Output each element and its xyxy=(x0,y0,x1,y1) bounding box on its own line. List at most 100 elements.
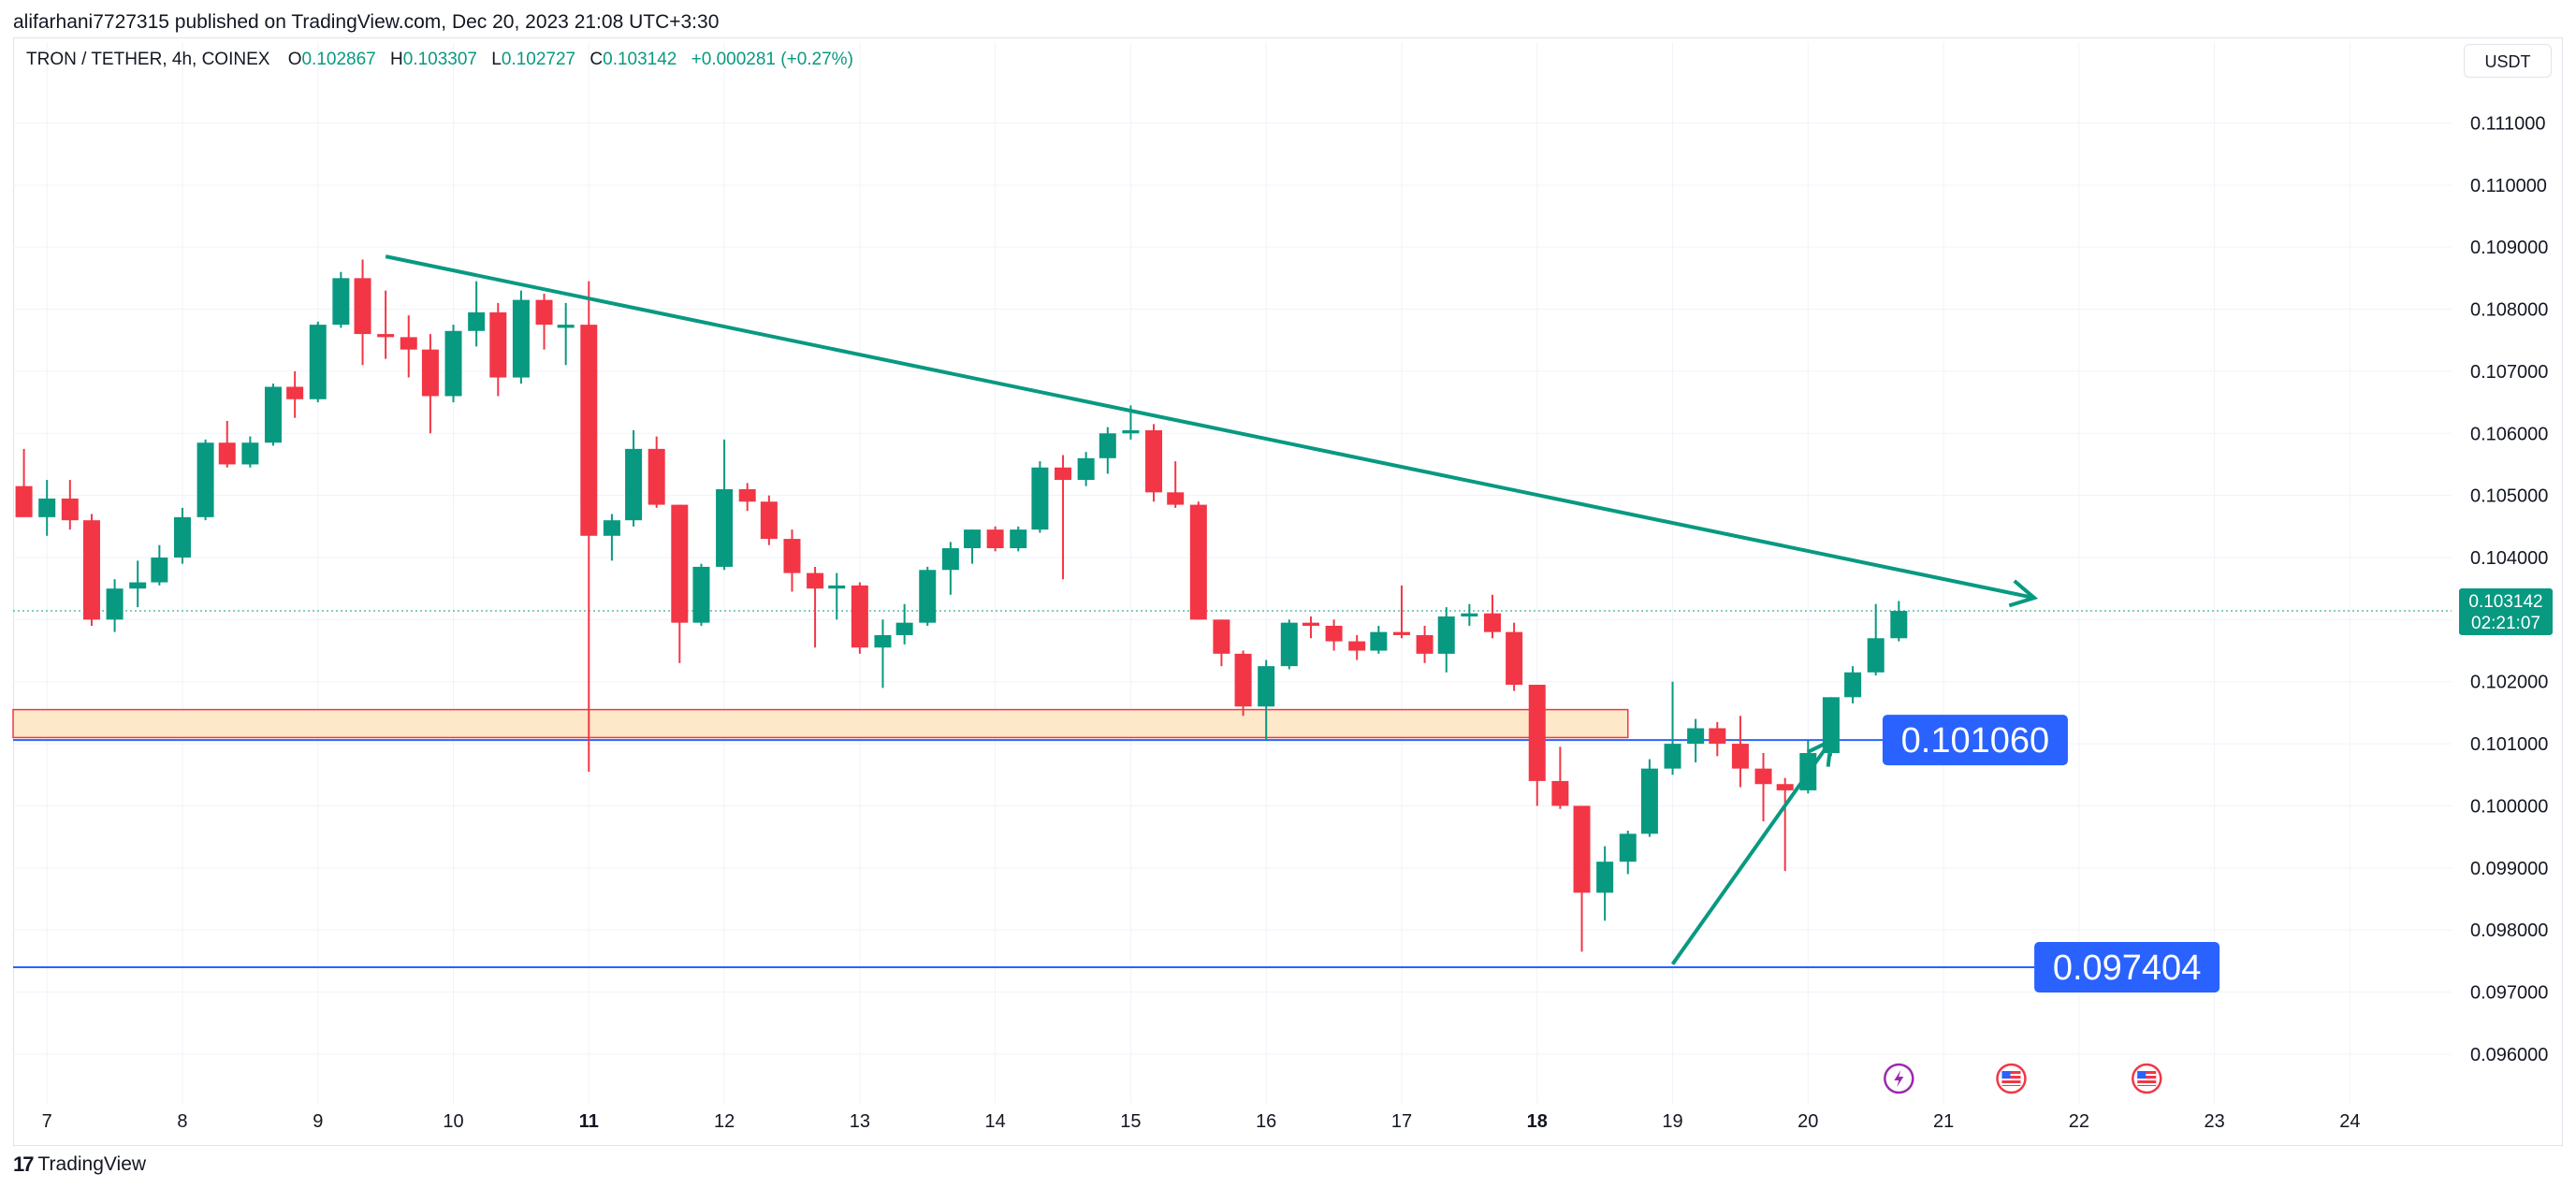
candle-body[interactable] xyxy=(580,325,598,536)
candle-body[interactable] xyxy=(1031,467,1049,530)
candle-body[interactable] xyxy=(421,349,439,397)
candle-body[interactable] xyxy=(1483,613,1501,632)
y-tick-label: 0.111000 xyxy=(2470,113,2545,134)
candle-body[interactable] xyxy=(1506,631,1523,686)
candle-body[interactable] xyxy=(1687,728,1705,745)
candle-body[interactable] xyxy=(218,442,236,465)
candle-body[interactable] xyxy=(1822,697,1840,754)
candle-body[interactable] xyxy=(1731,744,1749,769)
candle-body[interactable] xyxy=(400,337,417,350)
candle-body[interactable] xyxy=(1416,634,1434,654)
candle-body[interactable] xyxy=(1010,529,1027,549)
candle-body[interactable] xyxy=(264,386,282,443)
candle-body[interactable] xyxy=(1234,653,1252,707)
candle-body[interactable] xyxy=(1167,492,1185,505)
candle-body[interactable] xyxy=(196,442,214,517)
candle-body[interactable] xyxy=(1302,622,1319,626)
x-tick-label: 22 xyxy=(2069,1111,2089,1132)
candle-body[interactable] xyxy=(377,334,395,338)
candle-body[interactable] xyxy=(444,330,462,397)
candle-body[interactable] xyxy=(332,278,350,326)
candle-body[interactable] xyxy=(692,566,710,623)
candle-body[interactable] xyxy=(1709,728,1726,745)
rebound-arrow-line[interactable] xyxy=(1670,739,1833,965)
candle-body[interactable] xyxy=(964,529,982,549)
candle-body[interactable] xyxy=(783,539,801,573)
candle-body[interactable] xyxy=(1122,429,1140,434)
candle-body[interactable] xyxy=(1551,780,1569,806)
y-tick-label: 0.107000 xyxy=(2470,362,2548,383)
candle-body[interactable] xyxy=(828,585,846,589)
candle-body[interactable] xyxy=(603,520,620,536)
candle-body[interactable] xyxy=(106,588,124,620)
x-tick-label: 17 xyxy=(1391,1111,1412,1132)
candle-body[interactable] xyxy=(1528,685,1546,781)
candle-body[interactable] xyxy=(1890,611,1908,639)
candle-body[interactable] xyxy=(354,278,371,335)
candle-body[interactable] xyxy=(671,504,689,623)
candle-body[interactable] xyxy=(1370,631,1388,651)
candle-body[interactable] xyxy=(1754,768,1772,785)
candle-body[interactable] xyxy=(286,386,304,399)
candle-body[interactable] xyxy=(241,442,259,465)
candle-body[interactable] xyxy=(986,529,1004,549)
candle-body[interactable] xyxy=(625,448,643,521)
candle-body[interactable] xyxy=(1077,457,1095,481)
candle-body[interactable] xyxy=(1437,616,1455,654)
candle-body[interactable] xyxy=(535,299,553,326)
candle-body[interactable] xyxy=(1664,744,1681,769)
candle-body[interactable] xyxy=(468,311,486,331)
candle-body[interactable] xyxy=(1099,433,1116,458)
candle-body[interactable] xyxy=(1619,833,1637,862)
candle-body[interactable] xyxy=(1867,638,1885,673)
tradingview-brand[interactable]: 17 TradingView xyxy=(13,1152,146,1177)
candle-body[interactable] xyxy=(807,572,824,589)
candle-body[interactable] xyxy=(1325,626,1343,642)
candle-body[interactable] xyxy=(15,485,33,517)
candle-body[interactable] xyxy=(557,325,575,328)
candle-body[interactable] xyxy=(1145,429,1163,493)
candle-body[interactable] xyxy=(512,299,530,378)
supply-zone[interactable] xyxy=(12,708,1629,739)
candle-body[interactable] xyxy=(1461,613,1478,617)
candle-body[interactable] xyxy=(1596,862,1614,893)
candle-body[interactable] xyxy=(1348,641,1366,651)
candle-body[interactable] xyxy=(1280,622,1298,667)
candle-body[interactable] xyxy=(738,489,756,502)
y-tick-label: 0.098000 xyxy=(2470,920,2548,941)
candle-body[interactable] xyxy=(1258,666,1275,707)
candle-body[interactable] xyxy=(919,570,937,623)
candle-body[interactable] xyxy=(61,498,79,521)
candle-body[interactable] xyxy=(1640,768,1658,834)
support-price-label-box[interactable] xyxy=(1882,715,2068,766)
candle-body[interactable] xyxy=(1189,504,1207,620)
x-tick-label: 13 xyxy=(850,1111,870,1132)
candle-body[interactable] xyxy=(895,622,913,635)
candle-body[interactable] xyxy=(760,501,778,540)
candle-body[interactable] xyxy=(1573,805,1591,893)
candle-body[interactable] xyxy=(38,498,56,517)
candle-body[interactable] xyxy=(1844,672,1862,698)
candle-body[interactable] xyxy=(1213,619,1230,654)
candle-body[interactable] xyxy=(1776,784,1794,790)
candle-body[interactable] xyxy=(151,558,168,583)
candle-body[interactable] xyxy=(874,634,892,648)
support-price-label-box[interactable] xyxy=(2034,942,2220,992)
candle-body[interactable] xyxy=(851,585,868,648)
candle-body[interactable] xyxy=(1055,467,1072,481)
candle-body[interactable] xyxy=(941,548,959,571)
support-price-label: 0.097404 xyxy=(2053,949,2202,988)
candle-body[interactable] xyxy=(309,325,327,399)
y-tick-label: 0.108000 xyxy=(2470,300,2548,321)
candle-body[interactable] xyxy=(648,448,665,505)
candle-body[interactable] xyxy=(489,311,507,378)
candle-body[interactable] xyxy=(129,582,147,589)
candle-body[interactable] xyxy=(173,516,191,558)
currency-button[interactable]: USDT xyxy=(2464,44,2552,78)
x-tick-label: 8 xyxy=(177,1111,187,1132)
downtrend-line[interactable] xyxy=(385,254,2035,601)
candle-body[interactable] xyxy=(82,520,100,620)
candle-body[interactable] xyxy=(716,489,734,567)
candle-body[interactable] xyxy=(1392,631,1410,635)
